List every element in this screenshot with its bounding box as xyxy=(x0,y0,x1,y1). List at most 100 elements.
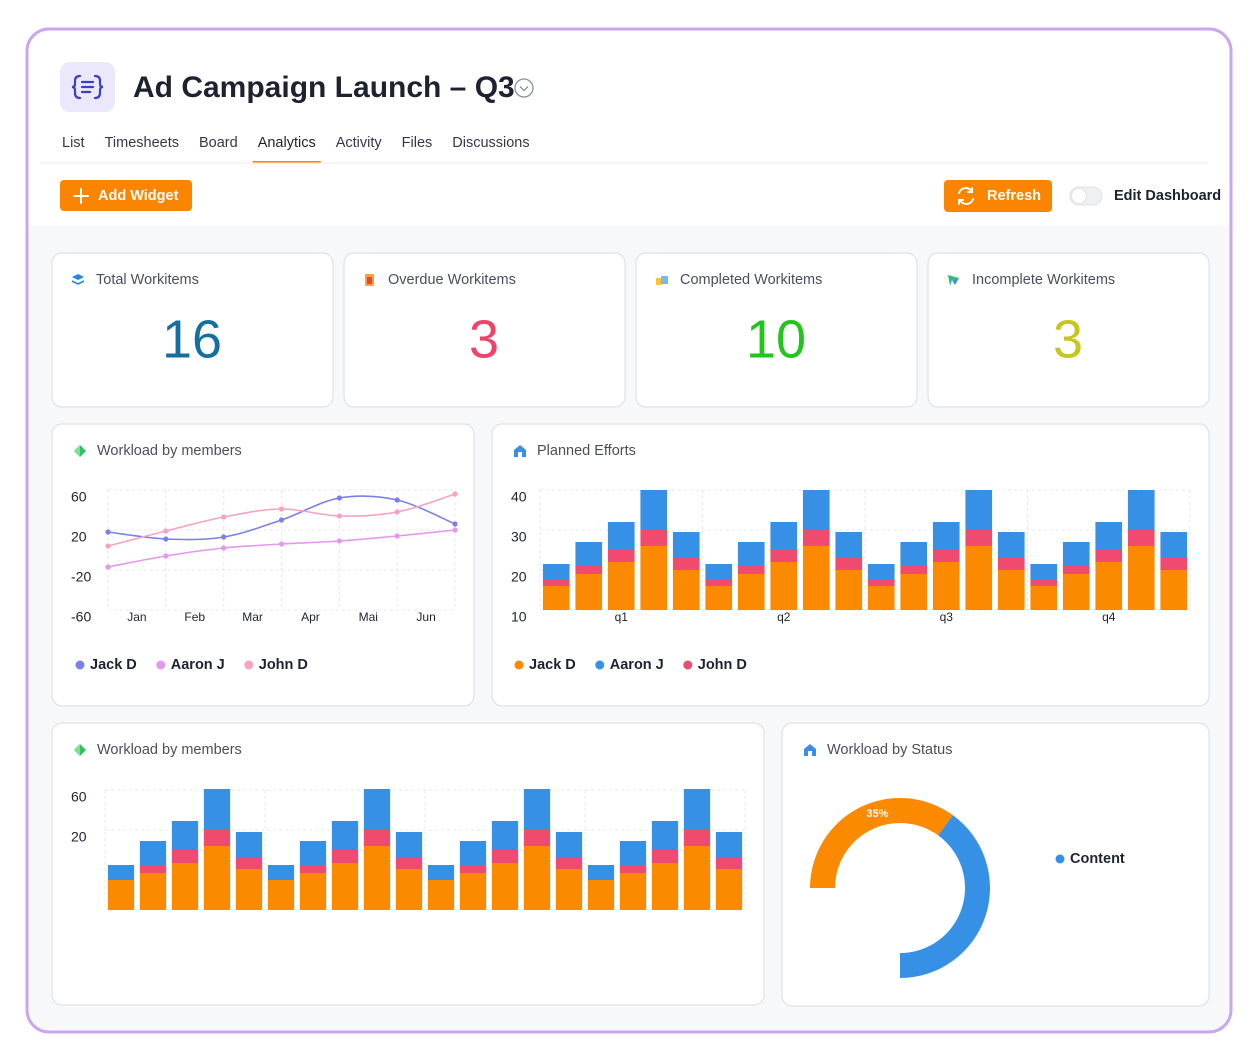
bar-segment xyxy=(1160,532,1188,558)
widget-icon xyxy=(808,751,812,756)
bar-segment xyxy=(363,829,391,846)
edit-dashboard-toggle[interactable] xyxy=(1069,186,1103,206)
frame-border xyxy=(25,27,1233,1034)
bar-segment xyxy=(491,821,519,850)
bar-segment xyxy=(867,564,895,580)
bar-segment xyxy=(299,841,327,865)
add-widget-button[interactable]: Add Widget xyxy=(60,180,192,211)
add-widget-label: Add Widget xyxy=(98,188,179,204)
bar-segment xyxy=(267,865,295,880)
bar-segment xyxy=(965,530,993,546)
bar-segment xyxy=(867,580,895,586)
line-point xyxy=(278,541,285,547)
bar-segment xyxy=(459,841,487,865)
stat-card: Incomplete Workitems 3 xyxy=(927,252,1210,408)
bar-segment xyxy=(542,586,570,610)
legend-label: Jack D xyxy=(529,657,576,673)
legend-label: John D xyxy=(698,657,747,673)
bar-segment xyxy=(683,789,711,829)
bar-segment xyxy=(171,821,199,850)
title-dropdown[interactable] xyxy=(514,78,534,98)
chart-widget: Planned Efforts 40 30 20 10 q1 q2 q3 q4 Jack D Aar… xyxy=(491,423,1210,707)
bar-segment xyxy=(683,829,711,846)
bar-segment xyxy=(835,558,863,570)
bar-segment xyxy=(542,580,570,586)
bar-segment xyxy=(737,566,765,574)
bar-segment xyxy=(651,863,679,910)
bar-segment xyxy=(770,562,798,610)
tab[interactable]: Board xyxy=(199,135,238,151)
bar-segment xyxy=(427,865,455,880)
bar-segment xyxy=(1062,542,1090,566)
bar-segment xyxy=(555,858,583,869)
bar-segment xyxy=(331,850,359,863)
bar-segment xyxy=(997,558,1025,570)
stat-icon xyxy=(948,275,959,286)
tab[interactable]: Files xyxy=(402,135,433,151)
bar-segment xyxy=(715,832,743,858)
bar-segment xyxy=(683,846,711,910)
line-point xyxy=(278,506,285,512)
bar-segment xyxy=(107,880,135,910)
y-tick-label: -60 xyxy=(71,609,91,625)
line-point xyxy=(452,521,458,527)
bar-segment xyxy=(523,846,551,910)
bar-segment xyxy=(1095,522,1123,550)
active-tab-indicator xyxy=(252,161,321,163)
bar-segment xyxy=(619,865,647,873)
chart-widget: Workload by members 60 20 xyxy=(51,722,765,1006)
tab[interactable]: Timesheets xyxy=(105,135,179,151)
stat-icon xyxy=(656,278,662,285)
tab[interactable]: Analytics xyxy=(258,135,316,151)
stat-icon xyxy=(367,277,372,284)
line-point xyxy=(105,564,111,570)
bar-segment xyxy=(619,841,647,865)
bar-segment xyxy=(575,574,603,610)
stat-label: Overdue Workitems xyxy=(388,272,516,288)
stat-icon xyxy=(661,276,668,284)
project-title: Ad Campaign Launch – Q3 xyxy=(133,71,515,104)
stat-icon xyxy=(71,280,85,285)
widget-frame xyxy=(781,722,1210,1007)
widget-icon xyxy=(74,744,80,756)
stat-card: Completed Workitems 10 xyxy=(635,252,918,408)
bar-segment xyxy=(203,789,231,829)
refresh-label: Refresh xyxy=(987,188,1041,204)
bar-segment xyxy=(575,542,603,566)
widget-icon xyxy=(514,445,526,457)
bar-segment xyxy=(523,829,551,846)
line-point xyxy=(336,513,342,519)
x-tick-label: Jun xyxy=(416,610,435,624)
tab[interactable]: List xyxy=(62,135,85,151)
bar-segment xyxy=(1127,546,1155,610)
bar-segment xyxy=(770,550,798,562)
legend-label: Aaron J xyxy=(610,657,664,673)
bar-segment xyxy=(932,562,960,610)
refresh-button[interactable]: Refresh xyxy=(944,180,1052,212)
bar-segment xyxy=(395,869,423,910)
tab[interactable]: Activity xyxy=(336,135,383,151)
bar-segment xyxy=(640,546,668,610)
line-point xyxy=(163,528,169,534)
bar-segment xyxy=(235,869,263,910)
legend-label: Aaron J xyxy=(171,657,225,673)
bar-segment xyxy=(651,850,679,863)
bar-segment xyxy=(427,880,455,910)
bar-segment xyxy=(932,550,960,562)
widget-icon xyxy=(74,445,80,457)
project-icon-glyph xyxy=(71,74,104,100)
tab[interactable]: Discussions xyxy=(452,135,529,151)
bar-segment xyxy=(965,546,993,610)
bar-segment xyxy=(619,873,647,910)
bar-segment xyxy=(1030,580,1058,586)
x-tick-label: Jan xyxy=(127,610,146,624)
bar-segment xyxy=(107,865,135,880)
bar-segment xyxy=(737,542,765,566)
bar-segment xyxy=(363,789,391,829)
legend-label: John D xyxy=(259,657,308,673)
stat-card-frame xyxy=(343,252,626,408)
x-tick-label: q3 xyxy=(940,610,954,624)
bar-segment xyxy=(1127,490,1155,530)
bar-segment xyxy=(459,865,487,873)
